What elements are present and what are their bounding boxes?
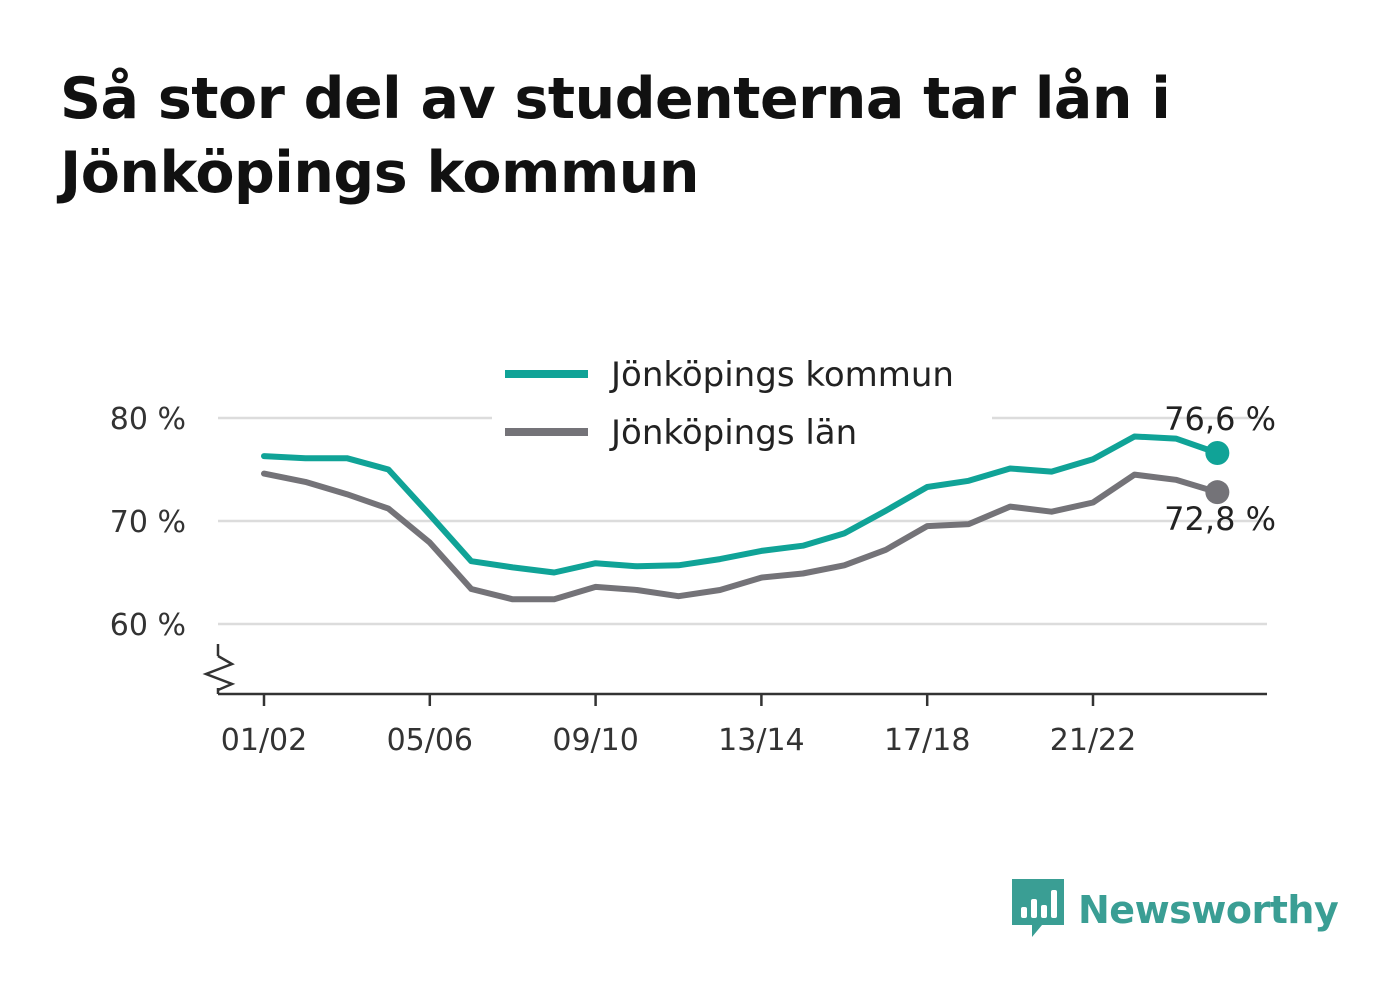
- end-labels: 76,6 % 72,8 %: [1164, 400, 1276, 538]
- legend: Jönköpings kommun Jönköpings län: [492, 348, 992, 460]
- chart-title: Så stor del av studenterna tar lån i Jön…: [60, 66, 1171, 206]
- series-line: [261, 470, 1221, 603]
- x-tick-label: 05/06: [387, 723, 473, 758]
- x-tick-label: 09/10: [552, 723, 638, 758]
- brand-name: Newsworthy: [1078, 888, 1339, 932]
- x-tick-label: 17/18: [884, 723, 970, 758]
- y-tick-label: 70 %: [110, 505, 186, 540]
- series-end-marker: [1205, 480, 1230, 505]
- legend-label: Jönköpings län: [609, 413, 857, 453]
- x-tick-label: 01/02: [221, 723, 307, 758]
- end-value-label: 76,6 %: [1164, 400, 1276, 438]
- series-line: [261, 433, 1221, 576]
- x-tick-label: 21/22: [1050, 723, 1136, 758]
- axis-break-icon: [202, 654, 236, 692]
- y-tick-label: 60 %: [110, 608, 186, 643]
- brand-logo: Newsworthy: [1012, 879, 1339, 941]
- legend-background: [492, 348, 992, 460]
- y-tick-label: 80 %: [110, 402, 186, 437]
- series-end-marker: [1205, 441, 1230, 466]
- series-lines: [261, 433, 1230, 603]
- end-value-label: 72,8 %: [1164, 500, 1276, 538]
- axes: 60 % 70 % 80 % 01/02 05/06 09/10 13/14 17/18 21/…: [110, 402, 1267, 758]
- legend-label: Jönköpings kommun: [609, 355, 954, 395]
- newsworthy-logo-icon: [1012, 879, 1064, 941]
- x-tick-label: 13/14: [718, 723, 804, 758]
